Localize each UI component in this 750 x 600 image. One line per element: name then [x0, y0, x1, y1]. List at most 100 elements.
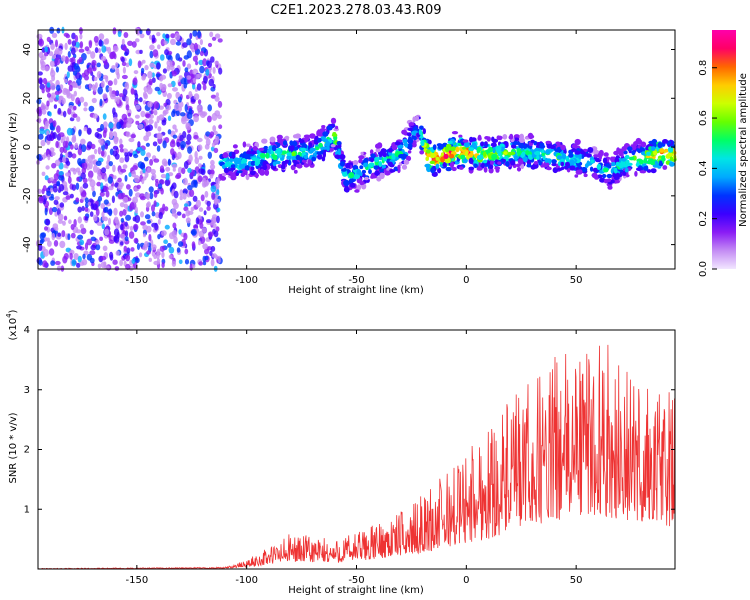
heatmap-noise-cell [76, 262, 81, 268]
heatmap-noise-cell [218, 124, 223, 129]
heatmap-noise-cell [214, 33, 221, 39]
heatmap-ridge-cell [219, 161, 225, 165]
heatmap-noise-cell [198, 207, 204, 212]
heatmap-noise-cell [185, 217, 191, 224]
heatmap-noise-cell [147, 167, 151, 173]
heatmap-noise-cell [167, 83, 173, 88]
heatmap-noise-cell [103, 38, 109, 45]
heatmap-noise-cell [176, 211, 182, 216]
heatmap-noise-cell [208, 133, 213, 139]
heatmap-noise-cell [57, 213, 64, 221]
heatmap-noise-cell [87, 177, 93, 182]
heatmap-noise-cell [74, 142, 79, 149]
heatmap-noise-cell [108, 122, 114, 129]
heatmap-ridge-cell [388, 148, 393, 153]
colorbar-gradient [712, 30, 736, 269]
heatmap-noise-cell [96, 221, 103, 226]
heatmap-noise-cell [153, 158, 160, 163]
heatmap-noise-cell [193, 93, 200, 101]
heatmap-ridge-cell [492, 147, 496, 154]
heatmap-noise-cell [116, 72, 120, 80]
heatmap-ridge-cell [669, 156, 674, 161]
heatmap-ridge-cell [510, 160, 516, 166]
heatmap-noise-cell [122, 209, 127, 216]
heatmap-noise-cell [125, 230, 129, 238]
heatmap-noise-cell [184, 258, 190, 265]
heatmap-noise-cell [120, 241, 124, 246]
snr-x-axis-label: Height of straight line (km) [288, 585, 424, 596]
heatmap-noise-cell [51, 206, 58, 213]
heatmap-noise-cell [79, 33, 83, 40]
heatmap-ridge-cell [326, 125, 333, 131]
heatmap-noise-cell [112, 45, 119, 53]
heatmap-ridge-cell [545, 149, 551, 155]
heatmap-ridge-cell [354, 189, 360, 193]
heatmap-noise-cell [172, 134, 178, 139]
heatmap-noise-cell [125, 184, 131, 190]
heatmap-ridge-cell [610, 179, 615, 184]
heatmap-noise-cell [111, 195, 115, 204]
heatmap-noise-cell [135, 120, 140, 125]
heatmap-noise-cell [77, 206, 82, 213]
heatmap-noise-cell [217, 256, 221, 264]
heatmap-ridge-cell [370, 153, 376, 159]
heatmap-noise-cell [116, 121, 122, 130]
heatmap-ridge-cell [387, 161, 393, 167]
heatmap-noise-cell [143, 93, 148, 100]
heatmap-noise-cell [173, 236, 178, 244]
heatmap-noise-cell [214, 135, 220, 143]
heatmap-noise-cell [100, 255, 107, 261]
heatmap-ridge-cell [612, 172, 618, 178]
colorbar-tick-label: 0.2 [698, 211, 709, 227]
heatmap-ridge-cell [488, 167, 494, 174]
heatmap-noise-cell [178, 259, 183, 265]
heatmap-ridge-cell [538, 160, 542, 166]
heatmap-noise-cell [48, 111, 52, 117]
heatmap-noise-cell [72, 70, 78, 76]
heatmap-ridge-cell [646, 151, 651, 156]
heatmap-noise-cell [131, 41, 137, 48]
heatmap-noise-cell [52, 186, 58, 193]
heatmap-noise-cell [50, 92, 56, 99]
heatmap-ridge-cell [280, 164, 286, 170]
heatmap-noise-cell [178, 229, 182, 235]
heatmap-noise-cell [210, 217, 217, 224]
snr-y-tick-label: 2 [24, 445, 30, 456]
heatmap-ridge-cell [565, 155, 570, 162]
heatmap-ridge-cell [391, 154, 396, 160]
heatmap-noise-cell [100, 203, 105, 209]
heatmap-noise-cell [46, 134, 53, 142]
snr-series-line [37, 344, 676, 570]
heatmap-ridge-cell [231, 151, 236, 157]
heatmap-ridge-cell [458, 134, 463, 138]
heatmap-noise-cell [43, 237, 48, 242]
heatmap-ridge-cell [603, 157, 608, 164]
heatmap-noise-cell [102, 113, 107, 120]
heatmap-ridge-cell [397, 164, 401, 171]
heatmap-ridge-cell [344, 186, 350, 193]
heatmap-noise-cell [119, 148, 124, 153]
heatmap-noise-cell [185, 140, 191, 145]
heatmap-noise-cell [56, 169, 60, 177]
heatmap-noise-cell [190, 206, 195, 212]
heatmap-noise-cell [79, 27, 83, 35]
heatmap-noise-cell [184, 104, 188, 112]
heatmap-noise-cell [202, 261, 207, 266]
heatmap-ridge-cell [451, 166, 457, 172]
heatmap-noise-cell [145, 206, 150, 212]
heatmap-noise-cell [122, 45, 128, 52]
heatmap-noise-cell [130, 247, 135, 252]
heatmap-ridge-cell [408, 122, 415, 126]
heatmap-noise-cell [87, 170, 94, 179]
heatmap-noise-cell [113, 136, 119, 143]
heatmap-ridge-cell [224, 161, 231, 167]
heatmap-ridge-cell [230, 164, 236, 168]
heatmap-noise-cell [161, 262, 165, 268]
heatmap-ridge-cell [623, 150, 628, 155]
heatmap-noise-cell [200, 194, 205, 202]
heatmap-noise-cell [72, 113, 78, 118]
heatmap-ridge-cell [259, 152, 266, 159]
heatmap-ridge-cell [407, 137, 414, 144]
heatmap-noise-cell [159, 245, 165, 252]
heatmap-noise-cell [131, 170, 137, 178]
